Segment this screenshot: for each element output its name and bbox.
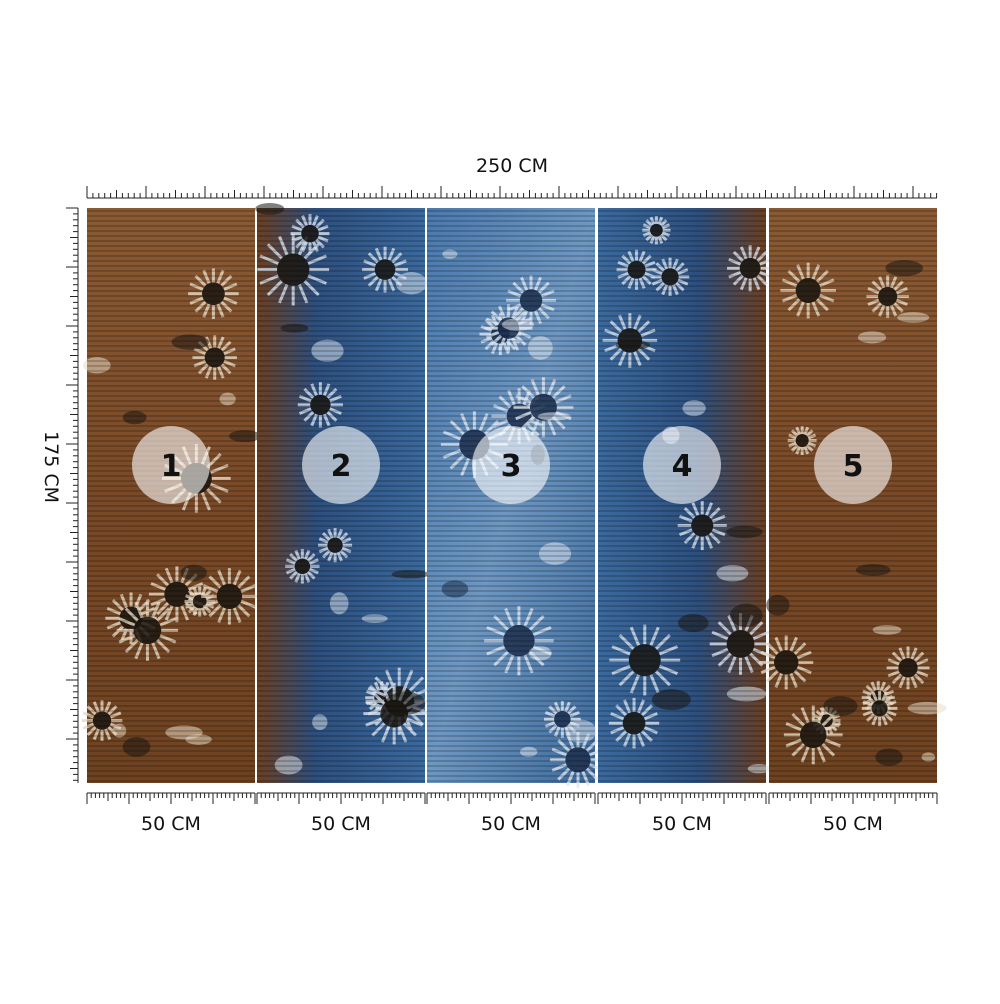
panel: 3 bbox=[427, 208, 606, 788]
panel-badge bbox=[643, 426, 721, 504]
panel-width-label: 50 CM bbox=[311, 813, 371, 835]
panel: 5 bbox=[759, 208, 947, 783]
panel-width-label: 50 CM bbox=[823, 813, 883, 835]
height-label: 175 CM bbox=[40, 431, 62, 503]
panel-number: 3 bbox=[501, 449, 522, 484]
panel-badge bbox=[302, 426, 380, 504]
panel-badge bbox=[472, 426, 550, 504]
panel-number: 2 bbox=[331, 449, 352, 484]
panel-number: 5 bbox=[843, 449, 864, 484]
panel-width-label: 50 CM bbox=[141, 813, 201, 835]
width-label: 250 CM bbox=[476, 155, 548, 177]
panel-width-label: 50 CM bbox=[652, 813, 712, 835]
rulers bbox=[66, 186, 938, 804]
panel: 2 bbox=[255, 203, 433, 783]
panel-width-label: 50 CM bbox=[481, 813, 541, 835]
panel-number: 4 bbox=[672, 449, 693, 484]
panel-badge bbox=[814, 426, 892, 504]
panel: 1 bbox=[81, 208, 261, 783]
panels: 1 2 3 4 5 bbox=[81, 203, 947, 788]
panel-badge bbox=[132, 426, 210, 504]
panel: 4 bbox=[598, 208, 774, 783]
panel-number: 1 bbox=[161, 449, 182, 484]
